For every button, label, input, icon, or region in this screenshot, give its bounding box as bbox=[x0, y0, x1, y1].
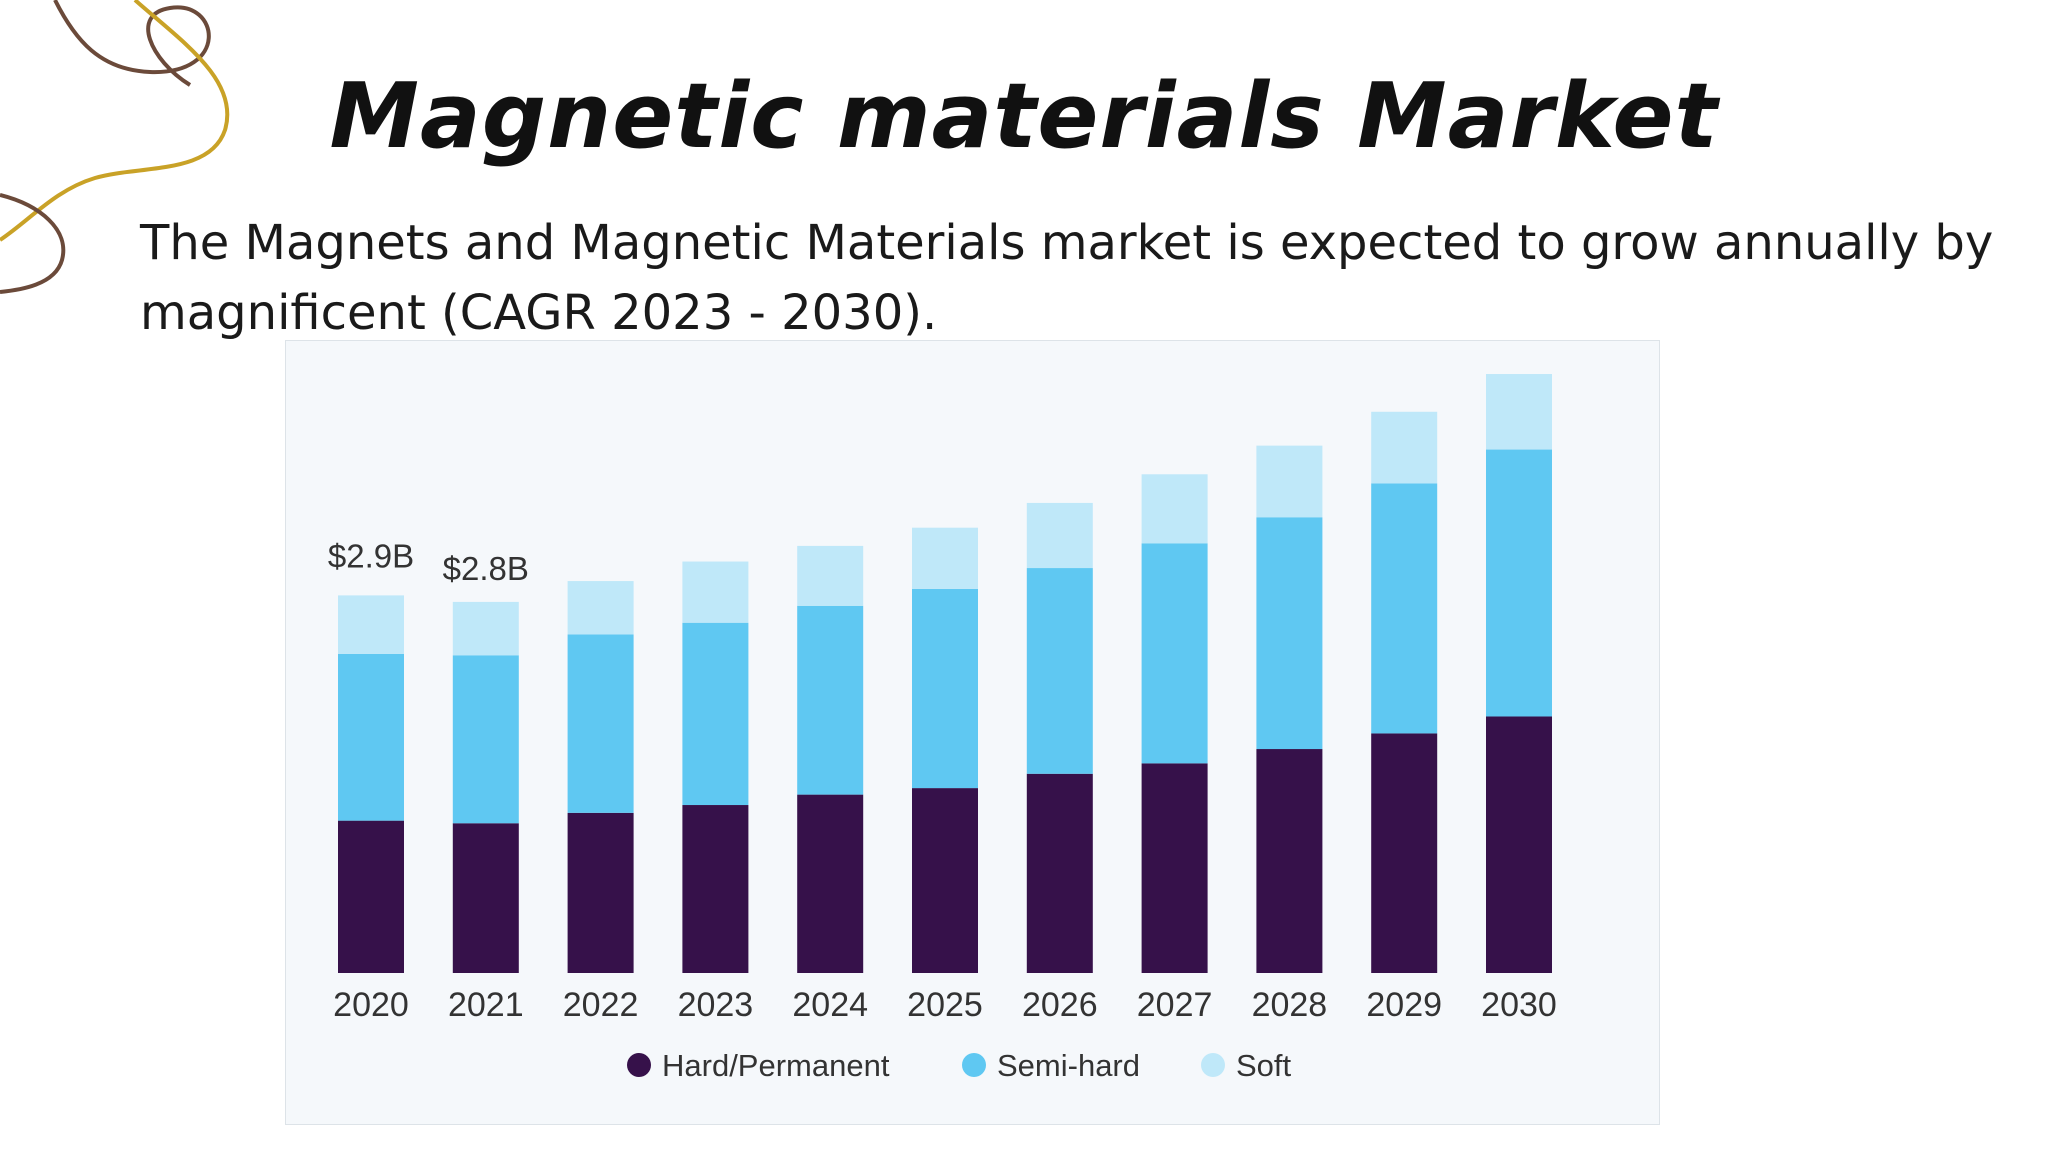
bar-2027-semi-hard bbox=[1141, 543, 1208, 764]
chart-panel: 2020 2021 2022 2023 2024 2025 2026 2027 2028 2029… bbox=[285, 340, 1660, 1125]
slide-title: Magnetic materials Market bbox=[329, 64, 1719, 169]
bar-2021-soft bbox=[452, 601, 519, 656]
bar-2026-hard-permanent bbox=[1026, 773, 1093, 973]
x-tick-label: 2030 bbox=[1481, 986, 1557, 1024]
bar-2029-soft bbox=[1371, 411, 1438, 484]
bar-2020-semi-hard bbox=[338, 653, 404, 821]
bar-2028-soft bbox=[1256, 445, 1323, 518]
bar-2023-semi-hard bbox=[682, 622, 749, 806]
bar-2024-semi-hard bbox=[797, 605, 864, 795]
legend-label: Semi-hard bbox=[997, 1048, 1140, 1083]
x-tick-label: 2023 bbox=[678, 986, 754, 1024]
x-tick-label: 2022 bbox=[563, 986, 639, 1024]
bar-2027-soft bbox=[1141, 474, 1208, 544]
x-tick-label: 2029 bbox=[1366, 986, 1442, 1024]
x-tick-label: 2021 bbox=[448, 986, 524, 1024]
bar-2024-hard-permanent bbox=[797, 794, 864, 973]
bar-2026-soft bbox=[1026, 502, 1093, 569]
bar-2028-hard-permanent bbox=[1256, 749, 1323, 973]
x-tick-label: 2028 bbox=[1252, 986, 1328, 1024]
bar-2020-hard-permanent bbox=[338, 820, 404, 973]
legend-label: Hard/Permanent bbox=[662, 1048, 890, 1083]
x-tick-label: 2020 bbox=[333, 986, 409, 1024]
x-tick-label: 2026 bbox=[1022, 986, 1098, 1024]
bar-2024-soft bbox=[797, 545, 864, 606]
bar-2022-semi-hard bbox=[567, 634, 634, 813]
bar-2025-soft bbox=[912, 527, 978, 589]
bar-2029-hard-permanent bbox=[1371, 733, 1438, 973]
bar-2022-soft bbox=[567, 581, 634, 635]
decorative-squiggle bbox=[0, 0, 230, 294]
legend-label: Soft bbox=[1236, 1048, 1292, 1083]
bar-2029-semi-hard bbox=[1371, 483, 1438, 734]
data-label: $2.8B bbox=[443, 550, 529, 587]
bar-2030-hard-permanent bbox=[1486, 716, 1552, 973]
bar-2027-hard-permanent bbox=[1141, 763, 1208, 973]
bar-2021-hard-permanent bbox=[452, 823, 519, 973]
bar-2020-soft bbox=[338, 595, 404, 654]
x-tick-label: 2024 bbox=[792, 986, 868, 1024]
legend-marker bbox=[962, 1053, 986, 1077]
bar-2023-hard-permanent bbox=[682, 805, 749, 973]
bar-2028-semi-hard bbox=[1256, 517, 1323, 750]
slide-subtitle: The Magnets and Magnetic Materials marke… bbox=[140, 215, 1994, 341]
bar-2021-semi-hard bbox=[452, 655, 519, 824]
bar-2025-hard-permanent bbox=[912, 788, 978, 973]
bar-2026-semi-hard bbox=[1026, 568, 1093, 774]
squiggle-gold bbox=[0, 0, 230, 242]
bar-2025-semi-hard bbox=[912, 588, 978, 789]
data-label: $2.9B bbox=[328, 537, 414, 574]
legend-marker bbox=[627, 1053, 651, 1077]
squiggle-brown-lower bbox=[0, 193, 66, 294]
bar-2022-hard-permanent bbox=[567, 812, 634, 973]
squiggle-brown bbox=[53, 0, 211, 87]
legend-marker bbox=[1201, 1053, 1225, 1077]
bar-2030-soft bbox=[1486, 374, 1552, 450]
stacked-bar-chart: 2020 2021 2022 2023 2024 2025 2026 2027 2028 2029… bbox=[328, 374, 1557, 1083]
bar-2023-soft bbox=[682, 561, 749, 623]
x-tick-label: 2025 bbox=[907, 986, 983, 1024]
x-tick-label: 2027 bbox=[1137, 986, 1213, 1024]
bar-2030-semi-hard bbox=[1486, 449, 1552, 717]
